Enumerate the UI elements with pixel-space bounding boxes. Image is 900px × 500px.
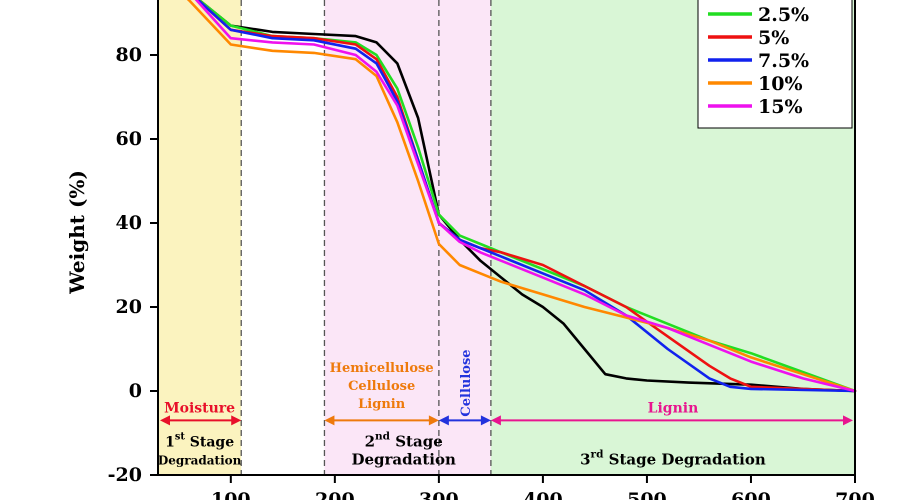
moisture-arrow-head-right xyxy=(231,415,242,426)
legend-label-6: 15% xyxy=(758,96,803,118)
y-tick-label-40: 40 xyxy=(116,212,142,234)
hemicellulose-label: Hemicellulose xyxy=(330,361,434,376)
x-tick-label-700: 700 xyxy=(835,489,875,500)
stage1-sub-label: Degradation xyxy=(158,453,242,467)
series-line-6 xyxy=(194,0,857,393)
series-lines xyxy=(186,0,857,393)
stage2-label: 2nd Stage xyxy=(365,430,443,450)
hemi-cellulose-label: Cellulose xyxy=(348,379,415,394)
moisture-arrow-head-left xyxy=(160,415,170,426)
legend-label-1: 0% xyxy=(758,0,789,3)
stage1-label: 1st Stage xyxy=(165,431,234,450)
cellulose-vertical-label: Cellulose xyxy=(459,349,474,416)
x-tick-label-500: 500 xyxy=(627,489,667,500)
series-line-5 xyxy=(186,0,857,393)
x-tick-label-200: 200 xyxy=(315,489,355,500)
cellulose-arrow-head-left xyxy=(438,415,449,426)
y-tick-label-0: 0 xyxy=(129,380,142,402)
legend-label-5: 10% xyxy=(758,73,803,95)
x-tick-label-100: 100 xyxy=(211,489,251,500)
lignin-arrow-head-left xyxy=(490,415,501,426)
hemicellulose-arrow-head-right xyxy=(428,415,439,426)
legend: 0%2.5%5%7.5%10%15% xyxy=(697,0,853,129)
stage-region-1 xyxy=(158,0,242,475)
axes: -20 0 20 40 60 80 100 200 300 400 500 600 700 xyxy=(108,0,875,500)
legend-label-4: 7.5% xyxy=(758,50,809,72)
x-tick-label-600: 600 xyxy=(731,489,771,500)
lignin-label: Lignin xyxy=(648,400,699,416)
hemicellulose-arrow-head-left xyxy=(324,415,335,426)
series-line-1 xyxy=(197,0,857,393)
series-line-4 xyxy=(196,0,857,393)
stage-dividers xyxy=(240,0,492,475)
y-tick-label-60: 60 xyxy=(116,128,142,150)
cellulose-arrow-head-right xyxy=(480,415,491,426)
stage2-sub-label: Degradation xyxy=(351,450,456,468)
legend-label-2: 2.5% xyxy=(758,4,809,26)
moisture-label: Moisture xyxy=(164,400,235,416)
hemi-lignin-label: Lignin xyxy=(358,397,406,412)
lignin-arrow-head-right xyxy=(843,415,853,426)
y-axis-label: Weight (%) xyxy=(65,170,89,295)
stage3-label: 3rd Stage Degradation xyxy=(580,448,766,468)
y-tick-label--20: -20 xyxy=(108,464,142,486)
x-tick-label-400: 400 xyxy=(523,489,563,500)
x-tick-label-300: 300 xyxy=(419,489,459,500)
legend-label-3: 5% xyxy=(758,27,789,49)
y-tick-label-80: 80 xyxy=(116,44,142,66)
y-tick-label-20: 20 xyxy=(116,296,142,318)
